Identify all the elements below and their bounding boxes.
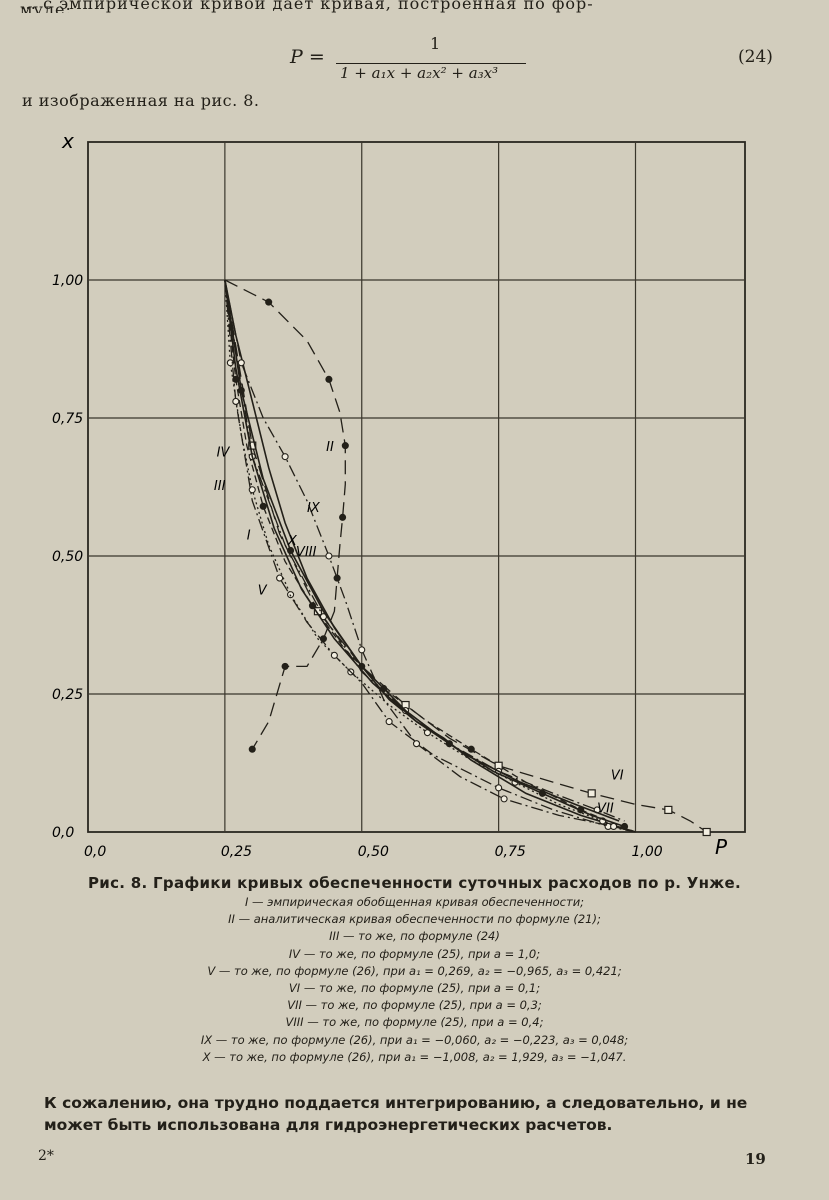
- curve-label-X: X: [287, 534, 298, 549]
- page-number: 19: [745, 1150, 766, 1168]
- caption-item-4: IV — то же, по формуле (25), при a = 1,0…: [288, 946, 541, 961]
- curve-II-marker: [281, 662, 289, 670]
- curve-label-VIII: VIII: [296, 545, 317, 560]
- intro-text-cut: … с эмпирической кривой дает кривая, пос…: [20, 0, 800, 13]
- curve-VI-marker: [664, 805, 673, 815]
- caption-item-7: VII — то же, по формуле (25), при a = 0,…: [287, 998, 542, 1013]
- caption-item-2: II — аналитическая кривая обеспеченности…: [228, 912, 601, 927]
- curve-label-V: V: [258, 584, 268, 599]
- body-line-2: может быть использована для гидроэнергет…: [44, 1116, 613, 1134]
- body-paragraph: К сожалению, она трудно поддается интегр…: [44, 1092, 774, 1136]
- plot-frame: [87, 141, 746, 833]
- intro-line-2: муле:: [20, 0, 72, 13]
- curve-IX-marker: [281, 453, 289, 461]
- curve-VI-marker: [702, 827, 711, 837]
- x-axis-label: P: [715, 835, 728, 859]
- signature-mark: 2*: [38, 1148, 54, 1164]
- caption-item-1: I — эмпирическая обобщенная кривая обесп…: [244, 895, 585, 909]
- caption-title: Рис. 8. Графики кривых обеспеченности су…: [87, 874, 741, 892]
- figure-8: I II III IV V VI VII VIII IX X 0,0 0,25 0,50 0,75 1,0…: [0, 120, 829, 880]
- fraction-bar: [336, 63, 526, 64]
- formula-denominator: 1 + a₁x + a₂x² + a₃x³: [340, 64, 499, 82]
- equation-number: (24): [738, 47, 773, 67]
- x-tick-label: 0,25: [221, 844, 252, 860]
- curve-V-marker: [385, 718, 393, 726]
- curve-X: [224, 279, 620, 822]
- caption-item-10: X — то же, по формуле (26), при a₁ = −1,…: [202, 1049, 627, 1064]
- curve-V-marker: [495, 784, 503, 792]
- curve-VIII: [224, 279, 625, 828]
- curve-IX-marker: [610, 822, 618, 831]
- formula-lhs: P =: [290, 46, 325, 68]
- body-line-1: К сожалению, она трудно поддается интегр…: [44, 1094, 748, 1112]
- curve-IX-marker: [325, 552, 333, 560]
- formula-24: P = 1 1 + a₁x + a₂x² + a₃x³: [290, 34, 540, 84]
- curve-IX-marker: [412, 740, 421, 748]
- curve-IX-marker: [500, 795, 508, 803]
- curve-label-VII: VII: [597, 802, 614, 817]
- y-tick-label: 0,50: [52, 549, 83, 565]
- curve-V-marker: [232, 397, 240, 405]
- x-tick-label: 0,50: [358, 844, 389, 860]
- grid-lines: [88, 142, 745, 832]
- curve-label-I: I: [247, 528, 251, 543]
- y-tick-label: 1,00: [52, 273, 83, 289]
- intro-line-1: … с эмпирической кривой дает кривая, пос…: [20, 0, 594, 13]
- curve-IX-marker: [237, 359, 245, 367]
- after-formula-text: и изображенная на рис. 8.: [22, 91, 260, 110]
- curve-label-III: III: [214, 479, 226, 494]
- curve-II-marker: [325, 375, 333, 383]
- curve-IV-marker: [259, 502, 267, 510]
- curve-IX-marker: [358, 646, 366, 654]
- x-tick-label: 0,0: [84, 844, 106, 860]
- caption-item-5: V — то же, по формуле (26), при a₁ = 0,2…: [207, 963, 622, 978]
- x-tick-label: 0,75: [495, 844, 526, 860]
- curve-label-IV: IV: [217, 446, 231, 461]
- curve-label-VI: VI: [611, 769, 624, 784]
- curve-label-IX: IX: [307, 501, 321, 516]
- y-axis-label: x: [61, 129, 74, 153]
- formula-numerator: 1: [430, 34, 441, 53]
- curve-II-marker: [265, 298, 273, 306]
- curve-III-marker: [248, 486, 256, 494]
- curve-II: [224, 279, 346, 750]
- curve-II-marker: [341, 442, 349, 450]
- curves-layer: [224, 279, 711, 837]
- x-tick-label: 1,00: [632, 844, 663, 860]
- tick-labels-layer: 0,0 0,25 0,50 0,75 1,00 0,0 0,25 0,50 0,75 1,00: [52, 273, 663, 860]
- caption-item-8: VIII — то же, по формуле (25), при a = 0…: [285, 1015, 544, 1030]
- curve-label-II: II: [326, 440, 334, 455]
- caption-item-9: IX — то же, по формуле (26), при a₁ = −0…: [200, 1032, 629, 1047]
- y-tick-label: 0,75: [52, 411, 83, 427]
- curve-V-marker: [276, 574, 284, 582]
- curve-V-marker: [330, 651, 338, 659]
- curve-II-marker: [333, 574, 341, 582]
- y-tick-label: 0,25: [52, 687, 83, 703]
- caption-item-6: VI — то же, по формуле (25), при a = 0,1…: [288, 981, 541, 996]
- curve-VIII-marker: [287, 546, 295, 555]
- curve-II-marker: [248, 745, 256, 753]
- figure-caption: Рис. 8. Графики кривых обеспеченности су…: [0, 874, 829, 1066]
- curve-II-marker: [339, 513, 347, 521]
- caption-item-3: III — то же, по формуле (24): [329, 929, 500, 944]
- curve-V: [224, 279, 636, 833]
- curve-VI-marker: [587, 789, 596, 798]
- y-tick-label: 0,0: [52, 825, 74, 841]
